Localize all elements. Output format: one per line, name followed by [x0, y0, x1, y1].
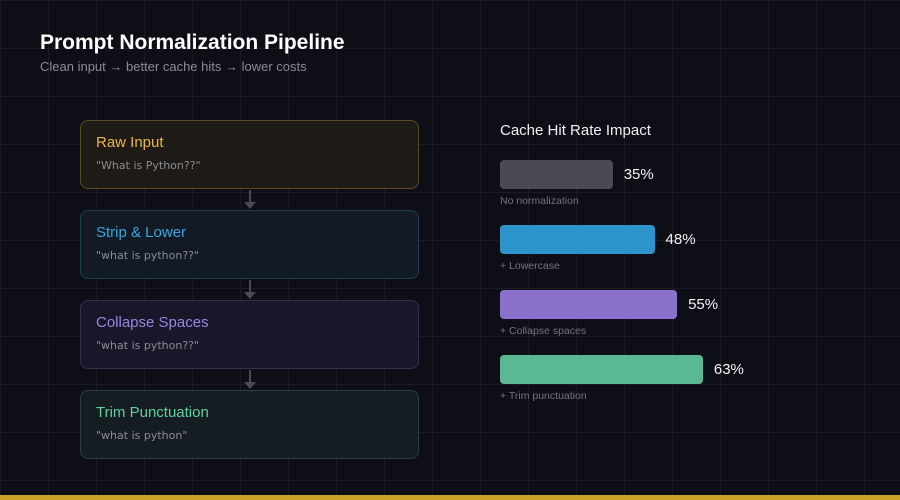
- bar-value-label: 48%: [665, 231, 696, 248]
- arrow-down-icon: [244, 190, 256, 209]
- bar-category-label: No normalization: [500, 195, 579, 207]
- step-title: Collapse Spaces: [96, 314, 209, 331]
- pipeline-step: Trim Punctuation "what is python": [80, 390, 419, 459]
- bar: [500, 355, 703, 384]
- arrow-down-icon: [244, 370, 256, 389]
- step-title: Trim Punctuation: [96, 404, 209, 421]
- page-title: Prompt Normalization Pipeline: [40, 31, 345, 54]
- step-title: Raw Input: [96, 134, 164, 151]
- bar: [500, 290, 678, 319]
- bar-value-label: 55%: [688, 296, 719, 313]
- page-subtitle: Clean input → better cache hits → lower …: [40, 59, 307, 74]
- bar-category-label: + Lowercase: [500, 260, 560, 272]
- step-value: "What is Python??": [96, 159, 201, 172]
- bar: [500, 225, 655, 254]
- pipeline-step: Collapse Spaces "what is python??": [80, 300, 419, 369]
- bar-category-label: + Collapse spaces: [500, 325, 587, 337]
- step-value: "what is python": [96, 429, 188, 442]
- step-value: "what is python??": [96, 249, 200, 262]
- accent-bar: [0, 495, 900, 500]
- pipeline-step: Strip & Lower "what is python??": [80, 210, 419, 279]
- pipeline-step: Raw Input "What is Python??": [80, 120, 419, 189]
- bar-value-label: 35%: [623, 166, 654, 183]
- bar: [500, 160, 613, 189]
- bar-value-label: 63%: [713, 361, 744, 378]
- arrow-down-icon: [244, 280, 256, 299]
- step-title: Strip & Lower: [96, 224, 187, 241]
- step-value: "what is python??": [96, 339, 200, 352]
- bar-category-label: + Trim punctuation: [500, 390, 587, 402]
- chart-title: Cache Hit Rate Impact: [500, 122, 651, 139]
